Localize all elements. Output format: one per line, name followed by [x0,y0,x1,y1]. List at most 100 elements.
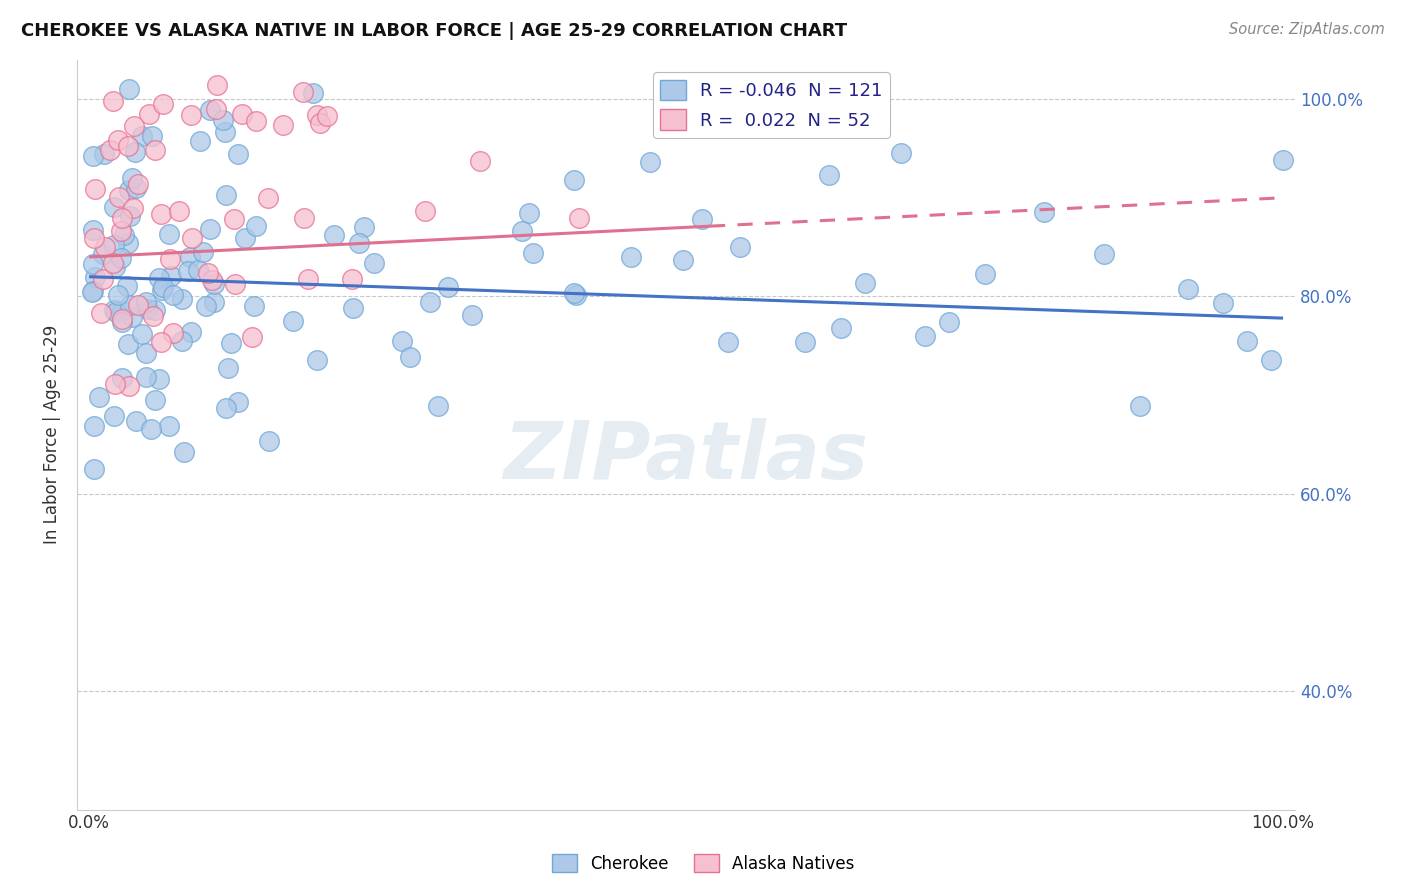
Point [1033,204,1056,219]
Point [83,462,105,476]
Point [212,112,235,127]
Point [512,224,534,238]
Point [1092,247,1115,261]
Point [124,119,146,133]
Point [103,409,125,423]
Point [1177,282,1199,296]
Point [1260,353,1282,368]
Point [111,211,134,225]
Point [103,302,125,317]
Point [150,283,173,297]
Point [135,345,157,359]
Point [143,303,166,318]
Point [181,231,204,245]
Point [419,294,441,309]
Point [82,257,104,271]
Point [103,238,125,252]
Point [281,314,304,328]
Point [104,305,127,319]
Point [138,106,160,120]
Point [728,240,751,254]
Point [853,276,876,290]
Point [315,109,337,123]
Point [427,400,450,414]
Point [640,155,662,169]
Point [125,414,148,428]
Point [914,328,936,343]
Point [152,280,174,294]
Point [322,228,344,243]
Point [118,378,141,392]
Point [562,173,585,187]
Point [131,129,153,144]
Point [117,183,139,197]
Text: Source: ZipAtlas.com: Source: ZipAtlas.com [1229,22,1385,37]
Point [93,147,115,161]
Point [202,277,225,291]
Point [1129,399,1152,413]
Point [117,336,139,351]
Point [108,190,131,204]
Point [226,395,249,409]
Point [198,103,221,117]
Point [127,177,149,191]
Point [110,251,132,265]
Point [104,377,127,392]
Point [115,278,138,293]
Point [292,211,315,225]
Point [107,133,129,147]
Point [461,308,484,322]
Point [245,219,267,233]
Point [231,107,253,121]
Point [83,231,105,245]
Point [131,326,153,341]
Point [180,325,202,339]
Point [187,263,209,277]
Point [112,228,135,243]
Point [107,288,129,302]
Point [194,299,217,313]
Point [80,285,103,299]
Point [202,294,225,309]
Point [219,336,242,351]
Point [162,288,184,302]
Point [110,224,132,238]
Point [125,181,148,195]
Point [517,205,540,219]
Point [619,250,641,264]
Text: CHEROKEE VS ALASKA NATIVE IN LABOR FORCE | AGE 25-29 CORRELATION CHART: CHEROKEE VS ALASKA NATIVE IN LABOR FORCE… [21,22,848,40]
Point [222,211,245,226]
Point [142,309,165,323]
Point [180,108,202,122]
Point [1272,153,1295,167]
Point [148,372,170,386]
Point [305,108,328,122]
Point [257,191,280,205]
Point [297,272,319,286]
Point [226,147,249,161]
Point [353,220,375,235]
Point [305,352,328,367]
Point [413,203,436,218]
Point [818,169,841,183]
Point [717,334,740,349]
Point [224,277,246,291]
Point [468,153,491,168]
Point [257,434,280,448]
Point [568,211,591,225]
Point [169,204,191,219]
Point [205,78,228,92]
Point [82,284,104,298]
Point [830,321,852,335]
Y-axis label: In Labor Force | Age 25-29: In Labor Force | Age 25-29 [44,325,60,544]
Point [562,286,585,301]
Point [94,239,117,253]
Point [118,82,141,96]
Point [82,223,104,237]
Point [84,182,107,196]
Point [309,116,332,130]
Point [100,143,122,157]
Point [391,334,413,348]
Point [938,315,960,329]
Point [121,310,143,324]
